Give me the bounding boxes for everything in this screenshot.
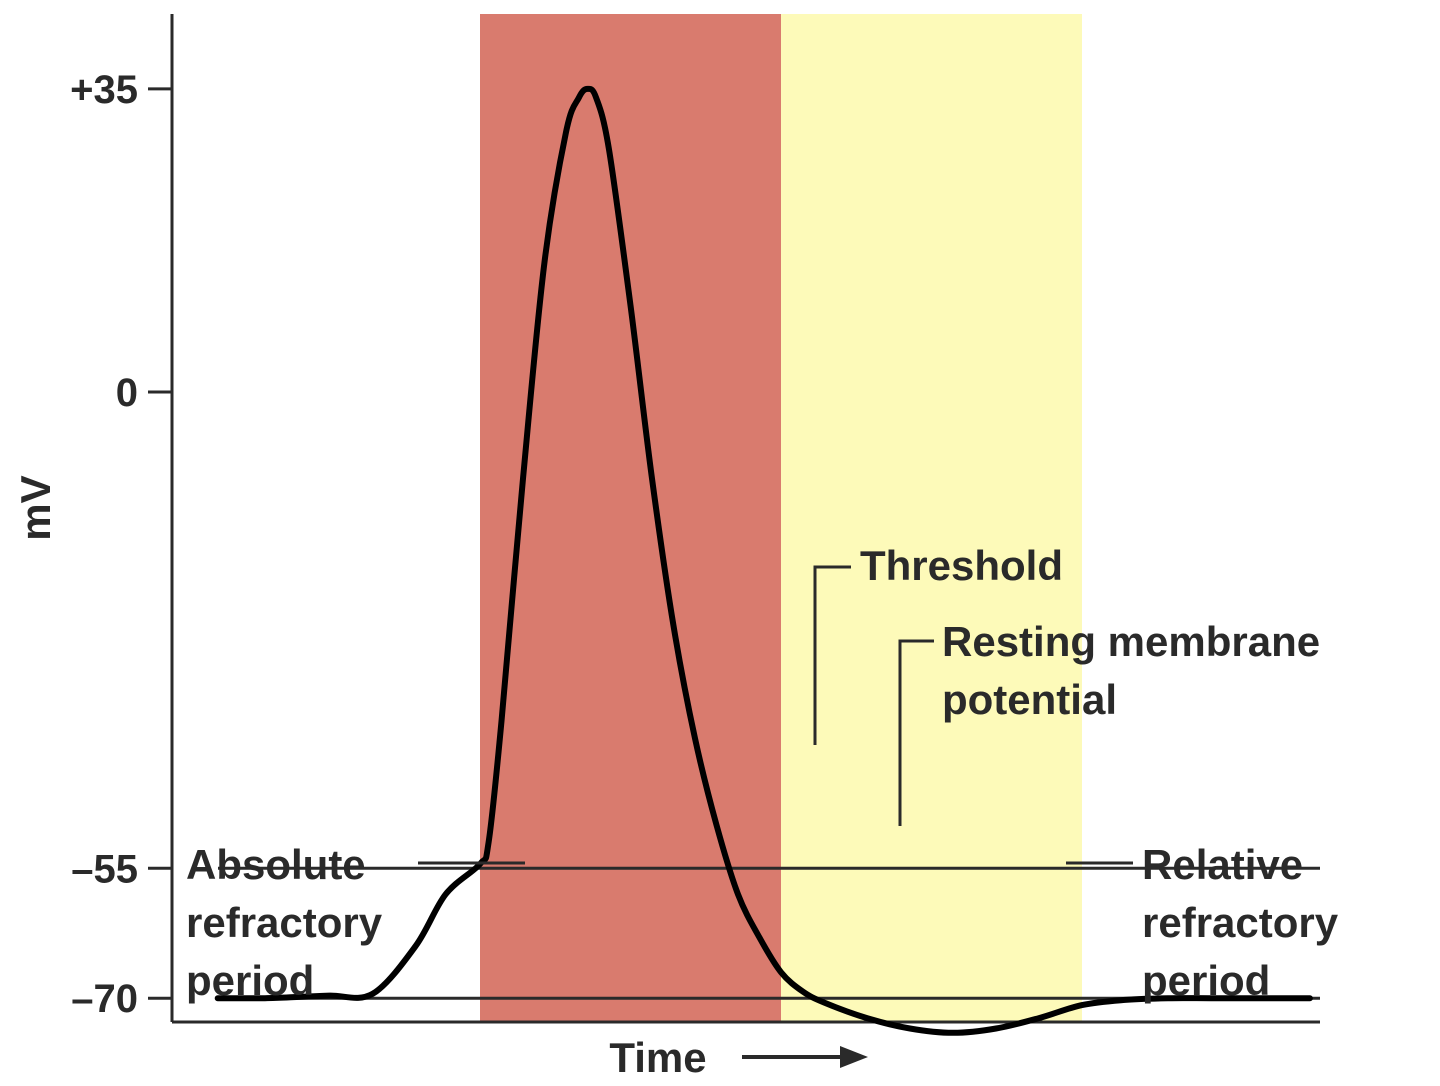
relative-label-line3: period [1142, 957, 1270, 1004]
x-axis-arrow [742, 1046, 868, 1068]
threshold-label: Threshold [860, 542, 1063, 589]
action-potential-curve [214, 85, 1313, 1036]
resting-label-line2: potential [942, 676, 1117, 723]
y-tick-label: +35 [70, 68, 138, 112]
y-tick-label: –70 [71, 977, 138, 1021]
y-tick-label: 0 [116, 371, 138, 415]
absolute-label-line1: Absolute [186, 841, 366, 888]
threshold-leader [813, 565, 851, 745]
relative-refractory-region [781, 14, 1082, 1022]
resting-leader [898, 639, 934, 826]
y-tick-label: –55 [71, 847, 138, 891]
relative-label-line1: Relative [1142, 841, 1303, 888]
resting-label-line1: Resting membrane [942, 618, 1320, 665]
absolute-refractory-region [480, 14, 781, 1022]
absolute-label-line2: refractory [186, 899, 383, 946]
x-axis-title: Time [609, 1034, 706, 1081]
y-axis-title: mV [12, 475, 59, 540]
relative-label-line2: refractory [1142, 899, 1339, 946]
absolute-label-line3: period [186, 957, 314, 1004]
